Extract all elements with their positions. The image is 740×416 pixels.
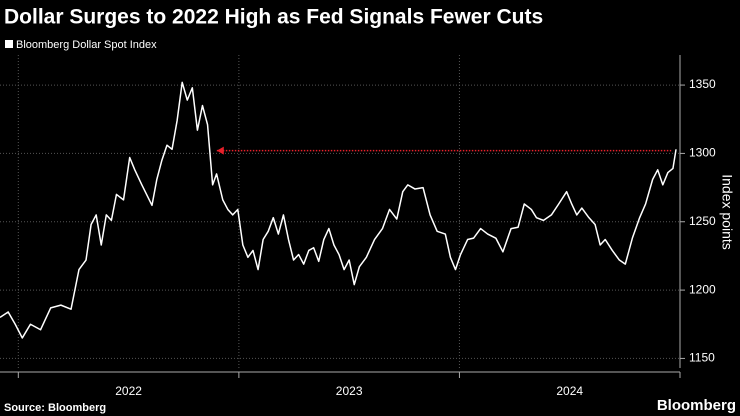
y-tick-label: 1300	[689, 146, 716, 160]
line-series	[0, 81, 677, 339]
legend-label: Bloomberg Dollar Spot Index	[16, 39, 157, 51]
brand: Bloomberg	[657, 397, 736, 414]
source: Source: Bloomberg	[4, 402, 106, 414]
y-tick-label: 1200	[689, 282, 716, 296]
y-tick-label: 1150	[689, 351, 715, 365]
y-axis-label: Index points	[719, 174, 735, 250]
legend-swatch	[5, 40, 13, 48]
x-tick-label: 2022	[115, 384, 142, 398]
y-tick-label: 1350	[689, 77, 716, 91]
x-tick-label: 2023	[336, 384, 363, 398]
x-tick-label: 2024	[556, 384, 583, 398]
chart-title: Dollar Surges to 2022 High as Fed Signal…	[4, 6, 543, 29]
y-tick-label: 1250	[689, 214, 716, 228]
arrow-head	[216, 146, 224, 155]
